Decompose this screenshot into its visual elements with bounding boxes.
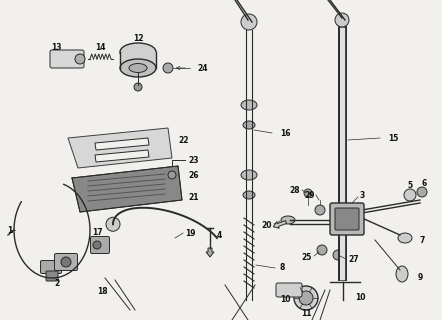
- FancyArrow shape: [273, 220, 286, 228]
- Text: 11: 11: [301, 308, 311, 317]
- Circle shape: [93, 241, 101, 249]
- Text: 14: 14: [95, 43, 105, 52]
- Circle shape: [299, 291, 313, 305]
- FancyBboxPatch shape: [41, 260, 61, 274]
- Circle shape: [317, 245, 327, 255]
- Text: 1: 1: [7, 226, 12, 235]
- Ellipse shape: [243, 121, 255, 129]
- Circle shape: [241, 14, 257, 30]
- Bar: [339, 27, 346, 280]
- Text: 21: 21: [188, 193, 198, 202]
- Ellipse shape: [120, 59, 156, 77]
- Circle shape: [304, 189, 312, 197]
- Text: 27: 27: [348, 255, 358, 265]
- Circle shape: [168, 171, 176, 179]
- Text: 22: 22: [178, 135, 188, 145]
- Ellipse shape: [129, 63, 147, 73]
- Circle shape: [315, 205, 325, 215]
- Text: 18: 18: [97, 287, 108, 297]
- Text: 8: 8: [280, 263, 286, 273]
- Ellipse shape: [281, 216, 295, 224]
- Circle shape: [134, 83, 142, 91]
- Text: 5: 5: [408, 180, 412, 189]
- Text: 10: 10: [280, 295, 290, 305]
- Polygon shape: [95, 138, 149, 150]
- Text: 9: 9: [418, 274, 423, 283]
- Circle shape: [294, 286, 318, 310]
- Text: 29: 29: [305, 190, 315, 199]
- Text: 12: 12: [133, 34, 143, 43]
- Circle shape: [333, 250, 343, 260]
- Ellipse shape: [241, 100, 257, 110]
- Text: 6: 6: [421, 179, 427, 188]
- Polygon shape: [68, 128, 172, 168]
- Text: 28: 28: [290, 186, 300, 195]
- Text: 7: 7: [420, 236, 425, 244]
- Ellipse shape: [396, 266, 408, 282]
- Polygon shape: [72, 166, 182, 212]
- Circle shape: [404, 189, 416, 201]
- Text: 23: 23: [188, 156, 198, 164]
- Text: 26: 26: [188, 171, 198, 180]
- Text: 10: 10: [355, 293, 366, 302]
- FancyBboxPatch shape: [54, 253, 77, 270]
- Circle shape: [417, 187, 427, 197]
- Bar: [120, 52, 156, 68]
- Text: 15: 15: [388, 133, 398, 142]
- FancyBboxPatch shape: [46, 271, 58, 281]
- Text: 13: 13: [51, 43, 61, 52]
- Circle shape: [75, 54, 85, 64]
- FancyBboxPatch shape: [91, 236, 110, 253]
- Text: 24: 24: [197, 63, 207, 73]
- Text: 25: 25: [301, 253, 312, 262]
- Circle shape: [335, 13, 349, 27]
- Ellipse shape: [120, 43, 156, 61]
- Text: 17: 17: [91, 228, 102, 236]
- FancyArrow shape: [206, 248, 214, 257]
- FancyBboxPatch shape: [335, 208, 359, 230]
- Text: 19: 19: [185, 228, 195, 237]
- FancyBboxPatch shape: [330, 203, 364, 235]
- Ellipse shape: [243, 191, 255, 199]
- Ellipse shape: [241, 170, 257, 180]
- Circle shape: [106, 217, 120, 231]
- Ellipse shape: [398, 233, 412, 243]
- Text: 20: 20: [262, 220, 272, 229]
- FancyBboxPatch shape: [276, 283, 302, 297]
- FancyBboxPatch shape: [50, 50, 84, 68]
- Text: 2: 2: [54, 278, 60, 287]
- Circle shape: [61, 257, 71, 267]
- Circle shape: [163, 63, 173, 73]
- Text: 16: 16: [280, 129, 290, 138]
- Text: 4: 4: [217, 230, 222, 239]
- Text: 3: 3: [360, 190, 365, 199]
- Polygon shape: [95, 150, 149, 162]
